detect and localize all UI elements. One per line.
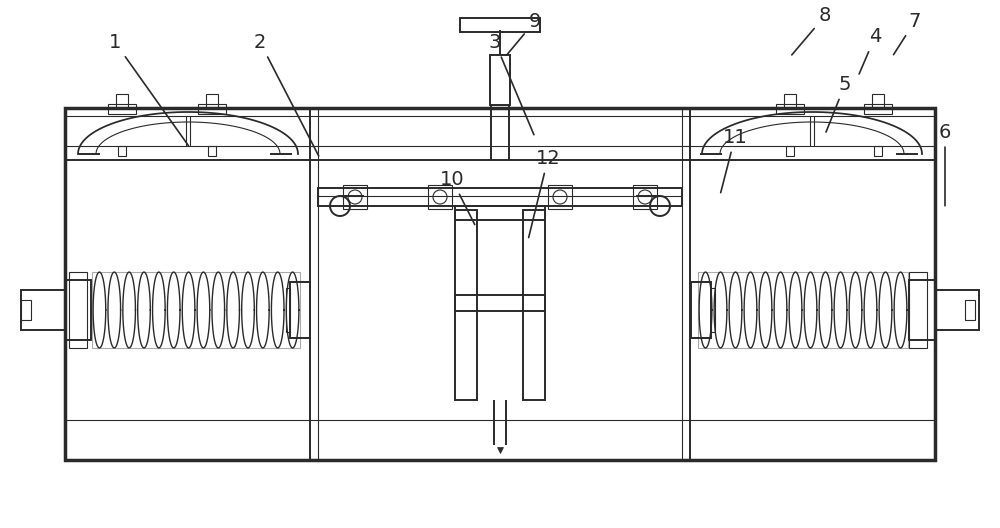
Text: 10: 10 bbox=[440, 170, 475, 224]
Bar bbox=[548, 185, 572, 209]
Bar bbox=[92, 272, 300, 348]
Bar bbox=[65, 108, 935, 460]
Bar bbox=[872, 94, 884, 108]
Bar bbox=[69, 272, 87, 348]
Bar bbox=[206, 94, 218, 108]
Bar bbox=[455, 206, 545, 220]
Bar bbox=[318, 188, 682, 206]
Bar bbox=[784, 94, 796, 108]
Text: 6: 6 bbox=[939, 122, 951, 206]
Text: 9: 9 bbox=[507, 12, 541, 55]
Bar bbox=[698, 272, 908, 348]
Bar bbox=[65, 280, 91, 340]
Bar bbox=[864, 104, 892, 114]
Bar bbox=[874, 146, 882, 156]
Bar bbox=[21, 300, 31, 320]
Bar bbox=[711, 288, 715, 332]
Text: 1: 1 bbox=[109, 33, 188, 146]
Text: 12: 12 bbox=[529, 149, 560, 238]
Bar bbox=[490, 55, 510, 105]
Bar bbox=[286, 288, 290, 332]
Text: 8: 8 bbox=[792, 6, 831, 55]
Text: 11: 11 bbox=[721, 128, 747, 193]
Bar bbox=[460, 18, 540, 32]
Bar bbox=[935, 290, 979, 330]
Bar bbox=[909, 280, 935, 340]
Bar bbox=[290, 282, 310, 338]
Text: 5: 5 bbox=[826, 75, 851, 132]
Bar bbox=[116, 94, 128, 108]
Bar bbox=[198, 104, 226, 114]
Bar bbox=[118, 146, 126, 156]
Bar bbox=[208, 146, 216, 156]
Bar bbox=[455, 210, 477, 400]
Text: 2: 2 bbox=[254, 33, 319, 156]
Bar bbox=[108, 104, 136, 114]
Text: 7: 7 bbox=[893, 12, 921, 55]
Text: 3: 3 bbox=[489, 33, 534, 135]
Bar bbox=[633, 185, 657, 209]
Bar bbox=[428, 185, 452, 209]
Text: 4: 4 bbox=[859, 27, 881, 74]
Bar bbox=[343, 185, 367, 209]
Bar bbox=[21, 290, 65, 330]
Bar bbox=[909, 272, 927, 348]
Bar bbox=[65, 108, 935, 160]
Bar bbox=[523, 210, 545, 400]
Bar bbox=[455, 295, 545, 311]
Bar bbox=[691, 282, 711, 338]
Bar bbox=[776, 104, 804, 114]
Bar bbox=[786, 146, 794, 156]
Bar bbox=[965, 300, 975, 320]
